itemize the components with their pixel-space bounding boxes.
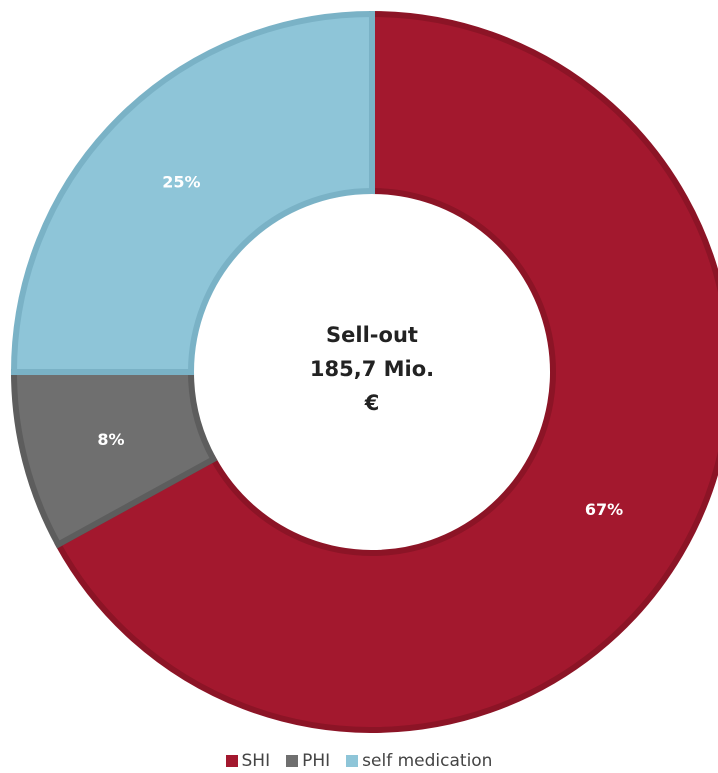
center-label-line-3: € [364,391,380,415]
center-label-line-2: 185,7 Mio. [310,357,434,381]
legend-item-shi[interactable]: SHI [225,751,271,771]
legend-item-self-medication[interactable]: self medication [346,751,492,771]
slice-label-phi: 8% [97,430,124,449]
slice-label-self-medication: 25% [162,172,200,191]
legend-swatch-phi [286,755,299,767]
legend-label-shi: SHI [241,751,271,771]
slice-self-medication[interactable] [10,10,375,375]
slice-label-group: 67% 8% 25% [97,172,623,519]
legend: SHI PHI self medication [0,750,718,772]
center-label: Sell-out 185,7 Mio. € [310,323,434,415]
slice-group [10,10,718,733]
legend-swatch-self-medication [346,755,359,767]
slice-shi[interactable] [54,10,718,733]
center-label-line-1: Sell-out [326,323,418,347]
legend-label-self-medication: self medication [362,751,493,771]
legend-swatch-shi [225,755,238,767]
slice-label-shi: 67% [585,500,623,519]
legend-item-phi[interactable]: PHI [286,751,330,771]
legend-label-phi: PHI [302,751,331,771]
